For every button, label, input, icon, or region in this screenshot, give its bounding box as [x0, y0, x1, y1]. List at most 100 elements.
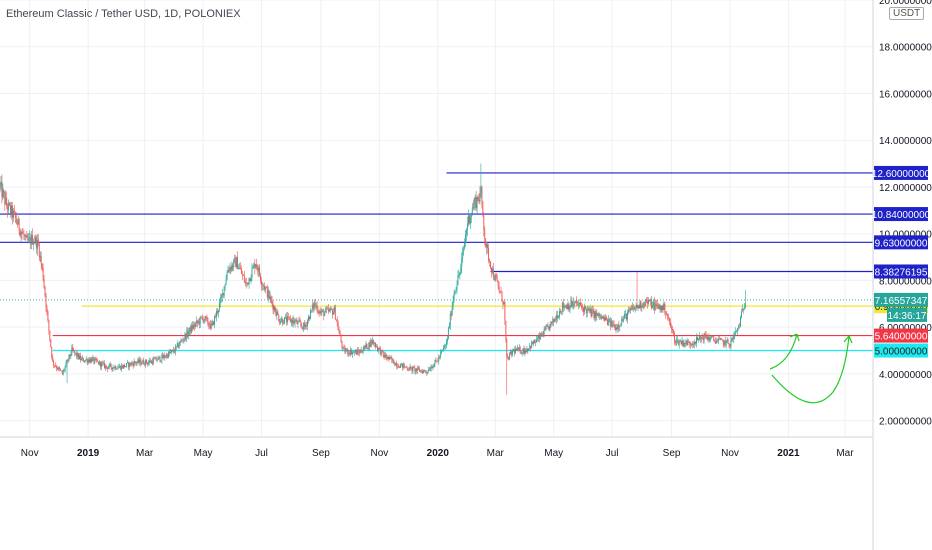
- candle-body: [225, 279, 227, 285]
- candle-body: [43, 278, 45, 287]
- candle-body: [366, 343, 368, 349]
- candle-body: [275, 311, 277, 316]
- candle-body: [597, 313, 599, 316]
- candle-body: [426, 372, 428, 373]
- candle-body: [162, 354, 164, 359]
- candle-body: [232, 264, 234, 268]
- candle-body: [395, 363, 397, 366]
- candle-body: [253, 263, 255, 267]
- candle-body: [201, 317, 203, 319]
- projection-arrow-up: [769, 333, 798, 370]
- candle-body: [522, 348, 524, 353]
- candle-body: [716, 340, 718, 344]
- candle-body: [442, 349, 444, 352]
- candle-body: [62, 370, 64, 374]
- candle-body: [518, 347, 520, 350]
- candle-body: [291, 319, 293, 324]
- candle-body: [220, 296, 222, 299]
- candle-body: [177, 343, 179, 348]
- candle-body: [328, 308, 330, 312]
- candle-body: [617, 324, 619, 330]
- candle-body: [101, 362, 102, 367]
- candle-body: [473, 201, 475, 208]
- candle-body: [12, 205, 13, 218]
- countdown-label: 14:36:17: [888, 311, 927, 322]
- candle-body: [456, 284, 458, 290]
- candle-body: [183, 338, 185, 341]
- candle-body: [5, 197, 7, 205]
- candle-body: [501, 291, 503, 302]
- candle-body: [223, 286, 225, 296]
- candle-body: [582, 307, 583, 308]
- candle-body: [272, 303, 274, 310]
- candle-body: [642, 303, 644, 308]
- current-price-label: 7.16557347: [875, 296, 928, 307]
- candle-body: [337, 323, 339, 331]
- candle-body: [613, 324, 615, 326]
- candle-body: [432, 366, 434, 369]
- candle-body: [318, 311, 320, 314]
- candle-body: [8, 202, 10, 211]
- candle-body: [356, 350, 358, 355]
- candle-body: [146, 359, 148, 363]
- horizontal-level-lines[interactable]: [0, 172, 873, 352]
- candle-body: [154, 357, 156, 359]
- candle-body: [743, 307, 745, 310]
- candle-body: [102, 362, 103, 364]
- candle-body: [211, 323, 213, 326]
- currency-badge[interactable]: USDT: [889, 7, 925, 20]
- y-tick-label: 10.00000000: [879, 230, 932, 241]
- candle-body: [41, 263, 43, 268]
- candle-body: [274, 306, 276, 312]
- candle-body: [14, 212, 16, 218]
- candle-body: [449, 313, 451, 327]
- candle-body: [30, 237, 32, 245]
- candle-body: [57, 367, 59, 370]
- candle-body: [19, 230, 21, 236]
- candle-body: [216, 311, 217, 318]
- candle-body: [159, 356, 161, 362]
- candle-body: [10, 205, 11, 214]
- candle-body: [441, 351, 443, 353]
- candle-body: [712, 336, 714, 337]
- candle-body: [348, 352, 350, 354]
- candle-body: [561, 302, 563, 312]
- candle-body: [415, 368, 417, 372]
- candle-body: [718, 339, 719, 342]
- candle-body: [556, 315, 558, 320]
- candle-body: [181, 340, 183, 342]
- candle-body: [695, 342, 696, 344]
- candle-body: [653, 301, 655, 310]
- candle-body: [266, 287, 268, 298]
- candle-body: [244, 282, 246, 283]
- candle-body: [601, 316, 603, 319]
- time-axis[interactable]: Nov 2019 Mar May Jul Sep Nov 2020 Mar May Jul Sep No…: [21, 448, 854, 459]
- candle-body: [237, 256, 239, 270]
- candle-body: [66, 359, 68, 363]
- candle-body: [354, 351, 355, 353]
- candle-body: [315, 305, 317, 307]
- x-tick-label: Mar: [487, 448, 505, 459]
- candle-body: [148, 360, 150, 363]
- candle-body: [643, 303, 645, 305]
- candle-body: [158, 356, 160, 358]
- candle-body: [494, 275, 496, 281]
- candle-body: [458, 275, 460, 276]
- candle-body: [78, 353, 80, 359]
- candle-body: [562, 302, 564, 308]
- candle-body: [678, 341, 680, 345]
- candle-body: [140, 359, 142, 365]
- candle-body: [76, 352, 78, 357]
- candle-body: [572, 305, 574, 307]
- candle-body: [699, 335, 701, 340]
- candle-body: [32, 235, 34, 245]
- candle-body: [656, 304, 658, 307]
- candle-body: [132, 363, 134, 366]
- candle-body: [320, 311, 322, 313]
- candle-body: [259, 267, 261, 276]
- candle-body: [604, 317, 605, 321]
- candle-body: [584, 306, 586, 309]
- candle-body: [141, 363, 143, 365]
- candle-body: [375, 343, 376, 348]
